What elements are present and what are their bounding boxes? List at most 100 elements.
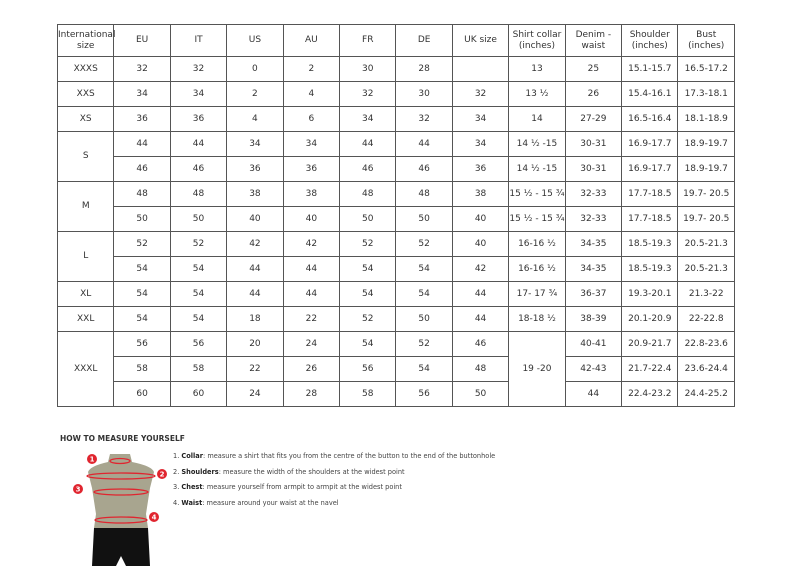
table-cell: 18.1-18.9: [677, 106, 735, 132]
guide-title: HOW TO MEASURE YOURSELF: [60, 434, 185, 443]
collar-cell: 17- 17 ¾: [508, 281, 566, 307]
table-cell: 26: [564, 81, 623, 107]
table-cell: 18.9-19.7: [677, 131, 735, 157]
table-cell: 44: [169, 131, 228, 157]
marker-2-icon: 2: [157, 469, 167, 479]
column-header: DE: [395, 24, 453, 57]
table-cell: 25: [564, 56, 623, 82]
table-cell: 48: [339, 181, 397, 207]
table-cell: 40: [226, 206, 284, 232]
table-cell: 15.1-15.7: [621, 56, 679, 82]
table-cell: 30: [339, 56, 397, 82]
table-row: 58 58 22 26 56 54 48 42-43 21.7-22.4 23.6-24.4: [58, 356, 735, 382]
table-cell: 40-41: [564, 331, 623, 357]
measure-step: 2. Shoulders: measure the width of the s…: [173, 468, 495, 484]
table-cell: 22-22.8: [677, 306, 735, 332]
table-cell: 54: [113, 281, 171, 307]
table-cell: [451, 56, 510, 82]
table-cell: 32: [339, 81, 397, 107]
shorts: [92, 528, 150, 566]
table-cell: 50: [169, 206, 228, 232]
table-cell: 54: [169, 256, 228, 282]
table-cell: 46: [113, 156, 171, 182]
column-header: FR: [339, 24, 397, 57]
table-cell: 30-31: [564, 131, 623, 157]
table-cell: 44: [395, 131, 453, 157]
measure-step: 3. Chest: measure yourself from armpit t…: [173, 483, 495, 499]
table-cell: 34-35: [564, 231, 623, 257]
collar-cell: 16-16 ½: [508, 256, 566, 282]
table-cell: 34: [339, 106, 397, 132]
table-cell: 34-35: [564, 256, 623, 282]
step-text: : measure the width of the shoulders at …: [218, 467, 405, 476]
header-row: International size EU IT US AU FR DE UK size Shi…: [56, 24, 735, 57]
table-cell: 40: [451, 206, 510, 232]
table-cell: 60: [169, 381, 228, 407]
svg-text:2: 2: [160, 471, 165, 479]
table-cell: 20.1-20.9: [621, 306, 679, 332]
table-cell: 16.9-17.7: [621, 131, 679, 157]
table-cell: 34: [451, 131, 510, 157]
table-cell: 48: [113, 181, 171, 207]
table-cell: 17.7-18.5: [621, 181, 679, 207]
step-term: Shoulders: [181, 467, 219, 476]
table-cell: 44: [113, 131, 171, 157]
table-cell: 44: [339, 131, 397, 157]
table-cell: 54: [339, 331, 397, 357]
table-cell: 36: [113, 106, 171, 132]
collar-cell: 14 ½ -15: [508, 131, 566, 157]
table-cell: 44: [451, 281, 510, 307]
marker-1-icon: 1: [87, 454, 97, 464]
table-cell: 16.5-16.4: [621, 106, 679, 132]
table-cell: 52: [113, 231, 171, 257]
step-term: Waist: [181, 498, 203, 507]
table-cell: 52: [169, 231, 228, 257]
table-cell: 56: [169, 331, 228, 357]
table-cell: 44: [226, 281, 284, 307]
table-cell: 21.7-22.4: [621, 356, 679, 382]
column-header: International size: [56, 24, 115, 57]
table-cell: 56: [395, 381, 453, 407]
table-cell: 46: [339, 156, 397, 182]
table-cell: 50: [113, 206, 171, 232]
table-cell: 18: [226, 306, 284, 332]
collar-cell: 14: [508, 106, 566, 132]
table-cell: 60: [113, 381, 171, 407]
table-cell: 24: [226, 381, 284, 407]
table-cell: 2: [226, 81, 284, 107]
table-cell: 18.5-19.3: [621, 256, 679, 282]
table-cell: 46: [451, 331, 510, 357]
size-cell: XS: [56, 106, 115, 132]
table-cell: 40: [282, 206, 341, 232]
table-cell: 42-43: [564, 356, 623, 382]
table-row: XL 54 54 44 44 54 54 44 17- 17 ¾ 36-37 19.3-20.1 21…: [56, 281, 735, 307]
table-cell: 17.7-18.5: [621, 206, 679, 232]
table-cell: 2: [282, 56, 341, 82]
column-header: Shirt collar (inches): [508, 24, 566, 57]
table-cell: 28: [395, 56, 453, 82]
table-cell: 32: [113, 56, 171, 82]
table-cell: 56: [339, 356, 397, 382]
table-cell: 56: [113, 331, 171, 357]
table-cell: 20.5-21.3: [677, 231, 735, 257]
table-row: 60 60 24 28 58 56 50 44 22.4-23.2 24.4-25.2: [58, 381, 735, 407]
table-cell: 32-33: [564, 206, 623, 232]
table-cell: 20: [226, 331, 284, 357]
table-cell: 19.7- 20.5: [677, 206, 735, 232]
marker-4-icon: 4: [149, 512, 159, 522]
table-cell: 52: [395, 231, 453, 257]
table-cell: 34: [451, 106, 510, 132]
svg-text:3: 3: [76, 486, 81, 494]
table-cell: 38: [282, 181, 341, 207]
table-cell: 4: [226, 106, 284, 132]
step-number: 3.: [173, 483, 180, 491]
step-text: : measure a shirt that fits you from the…: [203, 452, 496, 460]
table-cell: 16.9-17.7: [621, 156, 679, 182]
column-header: IT: [169, 24, 228, 57]
table-cell: 46: [395, 156, 453, 182]
table-cell: 19.7- 20.5: [677, 181, 735, 207]
table-cell: 34: [113, 81, 171, 107]
table-row: L 52 52 42 42 52 52 40 16-16 ½ 34-35 18.5-19.3 20.5…: [56, 231, 735, 282]
table-cell: 54: [169, 306, 228, 332]
table-row: XXL 54 54 18 22 52 50 44 18-18 ½ 38-39 20.1-20.9 22…: [56, 306, 735, 332]
